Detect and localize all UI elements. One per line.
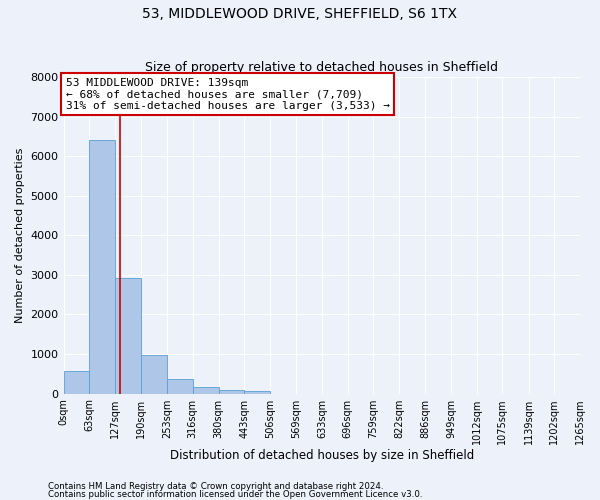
Y-axis label: Number of detached properties: Number of detached properties bbox=[15, 148, 25, 323]
Bar bbox=[193, 388, 218, 394]
Text: Contains public sector information licensed under the Open Government Licence v3: Contains public sector information licen… bbox=[48, 490, 422, 499]
Bar bbox=[141, 355, 167, 394]
Bar bbox=[115, 278, 141, 394]
Bar bbox=[64, 370, 89, 394]
Text: 53 MIDDLEWOOD DRIVE: 139sqm
← 68% of detached houses are smaller (7,709)
31% of : 53 MIDDLEWOOD DRIVE: 139sqm ← 68% of det… bbox=[65, 78, 389, 111]
Bar bbox=[244, 391, 270, 394]
X-axis label: Distribution of detached houses by size in Sheffield: Distribution of detached houses by size … bbox=[170, 450, 474, 462]
Bar bbox=[89, 140, 115, 394]
Title: Size of property relative to detached houses in Sheffield: Size of property relative to detached ho… bbox=[145, 62, 498, 74]
Bar bbox=[167, 380, 193, 394]
Bar bbox=[218, 390, 244, 394]
Text: 53, MIDDLEWOOD DRIVE, SHEFFIELD, S6 1TX: 53, MIDDLEWOOD DRIVE, SHEFFIELD, S6 1TX bbox=[143, 8, 458, 22]
Text: Contains HM Land Registry data © Crown copyright and database right 2024.: Contains HM Land Registry data © Crown c… bbox=[48, 482, 383, 491]
